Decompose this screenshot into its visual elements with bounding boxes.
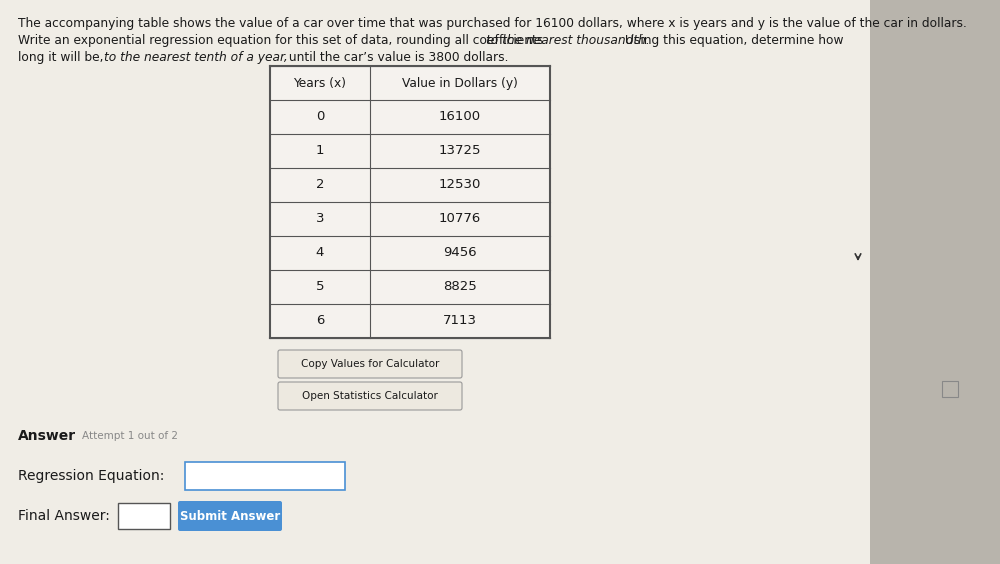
Text: 0: 0	[316, 111, 324, 124]
FancyBboxPatch shape	[870, 0, 1000, 564]
Text: 4: 4	[316, 246, 324, 259]
Text: 7113: 7113	[443, 315, 477, 328]
Text: 10776: 10776	[439, 213, 481, 226]
FancyBboxPatch shape	[278, 382, 462, 410]
Text: 9456: 9456	[443, 246, 477, 259]
FancyBboxPatch shape	[270, 66, 550, 338]
Text: until the car’s value is 3800 dollars.: until the car’s value is 3800 dollars.	[285, 51, 509, 64]
Text: 2: 2	[316, 178, 324, 192]
Text: to the nearest thousandth.: to the nearest thousandth.	[486, 34, 650, 47]
Text: 1: 1	[316, 144, 324, 157]
Text: 8825: 8825	[443, 280, 477, 293]
Text: 16100: 16100	[439, 111, 481, 124]
FancyBboxPatch shape	[118, 503, 170, 529]
Text: Attempt 1 out of 2: Attempt 1 out of 2	[82, 431, 178, 441]
FancyBboxPatch shape	[185, 462, 345, 490]
Text: The accompanying table shows the value of a car over time that was purchased for: The accompanying table shows the value o…	[18, 17, 967, 30]
Text: Using this equation, determine how: Using this equation, determine how	[621, 34, 844, 47]
Text: 3: 3	[316, 213, 324, 226]
Text: Answer: Answer	[18, 429, 76, 443]
Text: to the nearest tenth of a year,: to the nearest tenth of a year,	[104, 51, 288, 64]
Text: Open Statistics Calculator: Open Statistics Calculator	[302, 391, 438, 401]
Text: Regression Equation:: Regression Equation:	[18, 469, 164, 483]
Text: 6: 6	[316, 315, 324, 328]
Text: Years (x): Years (x)	[294, 77, 347, 90]
Text: Value in Dollars (y): Value in Dollars (y)	[402, 77, 518, 90]
Text: Final Answer:: Final Answer:	[18, 509, 110, 523]
FancyBboxPatch shape	[178, 501, 282, 531]
Text: Submit Answer: Submit Answer	[180, 509, 280, 522]
FancyBboxPatch shape	[278, 350, 462, 378]
Text: long it will be,: long it will be,	[18, 51, 107, 64]
FancyBboxPatch shape	[942, 381, 958, 397]
Text: 12530: 12530	[439, 178, 481, 192]
Text: 13725: 13725	[439, 144, 481, 157]
FancyBboxPatch shape	[0, 0, 870, 564]
Text: Write an exponential regression equation for this set of data, rounding all coef: Write an exponential regression equation…	[18, 34, 547, 47]
Text: 5: 5	[316, 280, 324, 293]
Text: Copy Values for Calculator: Copy Values for Calculator	[301, 359, 439, 369]
